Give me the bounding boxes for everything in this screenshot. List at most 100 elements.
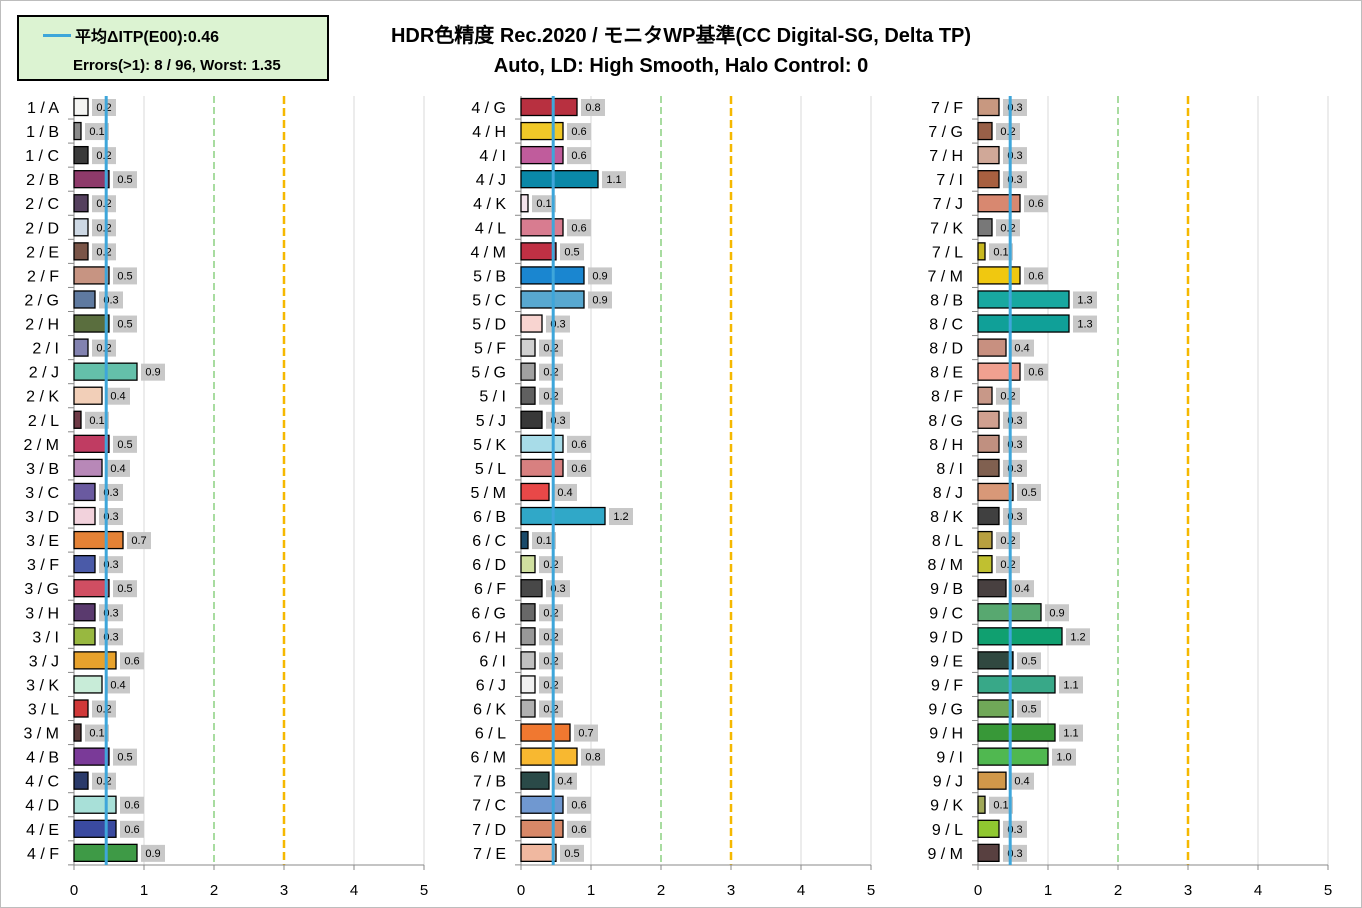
data-label-box — [989, 796, 1013, 814]
data-label: 0.2 — [1000, 222, 1015, 234]
bar — [73, 771, 89, 790]
data-label: 0.2 — [543, 367, 558, 379]
category-label: 6 / H — [472, 629, 506, 646]
category-label: 9 / C — [929, 605, 963, 622]
data-label: 0.6 — [571, 439, 586, 451]
bar — [520, 771, 550, 790]
category-label: 9 / L — [932, 822, 963, 839]
data-label: 0.2 — [1000, 559, 1015, 571]
data-label: 0.2 — [543, 607, 558, 619]
data-label-box — [539, 700, 563, 718]
data-label: 0.2 — [543, 704, 558, 716]
data-label-box — [127, 532, 151, 550]
category-label: 4 / L — [475, 220, 506, 237]
bar — [520, 218, 564, 237]
data-label: 0.9 — [145, 367, 160, 379]
category-label: 9 / J — [933, 774, 963, 791]
bar — [520, 338, 536, 357]
category-label: 4 / E — [26, 822, 59, 839]
data-label: 0.2 — [543, 631, 558, 643]
data-label-box — [141, 363, 165, 381]
data-label-box — [581, 748, 605, 766]
data-label: 0.5 — [117, 174, 132, 186]
data-label-box — [532, 195, 556, 213]
category-label: 2 / L — [28, 413, 59, 430]
data-label: 0.9 — [1049, 607, 1064, 619]
category-label: 5 / D — [472, 317, 506, 334]
bar — [977, 386, 993, 405]
bar — [977, 699, 1014, 718]
data-label: 0.4 — [557, 487, 572, 499]
data-label: 0.9 — [592, 294, 607, 306]
data-label: 0.6 — [571, 824, 586, 836]
category-label: 8 / K — [930, 509, 963, 526]
data-label: 0.6 — [1028, 198, 1043, 210]
data-label: 0.6 — [571, 126, 586, 138]
data-label-box — [588, 267, 612, 285]
category-label: 3 / H — [25, 605, 59, 622]
data-label: 0.2 — [96, 150, 111, 162]
category-label: 2 / G — [24, 292, 59, 309]
bar — [977, 458, 1000, 478]
data-label-box — [1045, 604, 1069, 622]
category-label: 6 / F — [474, 581, 506, 598]
category-label: 5 / B — [473, 268, 506, 285]
data-label: 0.9 — [592, 270, 607, 282]
category-label: 6 / J — [476, 677, 506, 694]
data-label-box — [539, 556, 563, 574]
data-label: 0.4 — [557, 776, 572, 788]
legend-mean-label: 平均ΔITP(E00):0.46 — [75, 29, 219, 46]
category-label: 8 / J — [933, 485, 963, 502]
category-label: 8 / H — [929, 437, 963, 454]
category-label: 7 / I — [936, 172, 963, 189]
data-label: 0.1 — [89, 415, 104, 427]
category-label: 4 / D — [25, 798, 59, 815]
category-label: 6 / B — [473, 509, 506, 526]
bar — [73, 579, 110, 598]
category-label: 7 / E — [473, 846, 506, 863]
bar — [977, 627, 1063, 646]
data-label-box — [1024, 195, 1048, 213]
category-label: 2 / I — [32, 341, 59, 358]
category-label: 5 / L — [475, 461, 506, 478]
data-label: 0.5 — [117, 752, 132, 764]
data-label: 0.1 — [89, 126, 104, 138]
data-label: 0.8 — [585, 752, 600, 764]
data-label: 0.1 — [536, 535, 551, 547]
data-label: 0.5 — [564, 848, 579, 860]
category-label: 7 / B — [473, 774, 506, 791]
category-label: 3 / L — [28, 702, 59, 719]
data-label-box — [1052, 748, 1076, 766]
data-label: 0.4 — [1014, 343, 1029, 355]
data-label-box — [141, 844, 165, 862]
x-tick-label: 5 — [1324, 882, 1332, 899]
data-label-box — [588, 291, 612, 309]
data-label-box — [539, 628, 563, 646]
category-label: 5 / C — [472, 292, 506, 309]
data-label-box — [581, 99, 605, 116]
data-label-box — [92, 772, 116, 790]
bar — [977, 723, 1056, 742]
data-label: 0.2 — [96, 776, 111, 788]
category-label: 8 / G — [928, 413, 963, 430]
category-label: 8 / B — [930, 292, 963, 309]
data-label-box — [539, 652, 563, 670]
bar — [520, 458, 564, 478]
category-label: 9 / G — [928, 702, 963, 719]
bar — [73, 145, 89, 165]
x-tick-label: 1 — [140, 882, 148, 899]
data-label-box — [113, 580, 137, 598]
bar — [73, 97, 89, 117]
data-label: 0.5 — [564, 246, 579, 258]
data-label-box — [539, 604, 563, 622]
data-label: 0.2 — [96, 343, 111, 355]
category-label: 7 / H — [929, 148, 963, 165]
data-label-box — [92, 99, 116, 116]
bar — [520, 530, 529, 550]
bar — [73, 338, 89, 357]
data-label-box — [120, 652, 144, 670]
data-label: 0.1 — [993, 800, 1008, 812]
data-label-box — [113, 171, 137, 189]
